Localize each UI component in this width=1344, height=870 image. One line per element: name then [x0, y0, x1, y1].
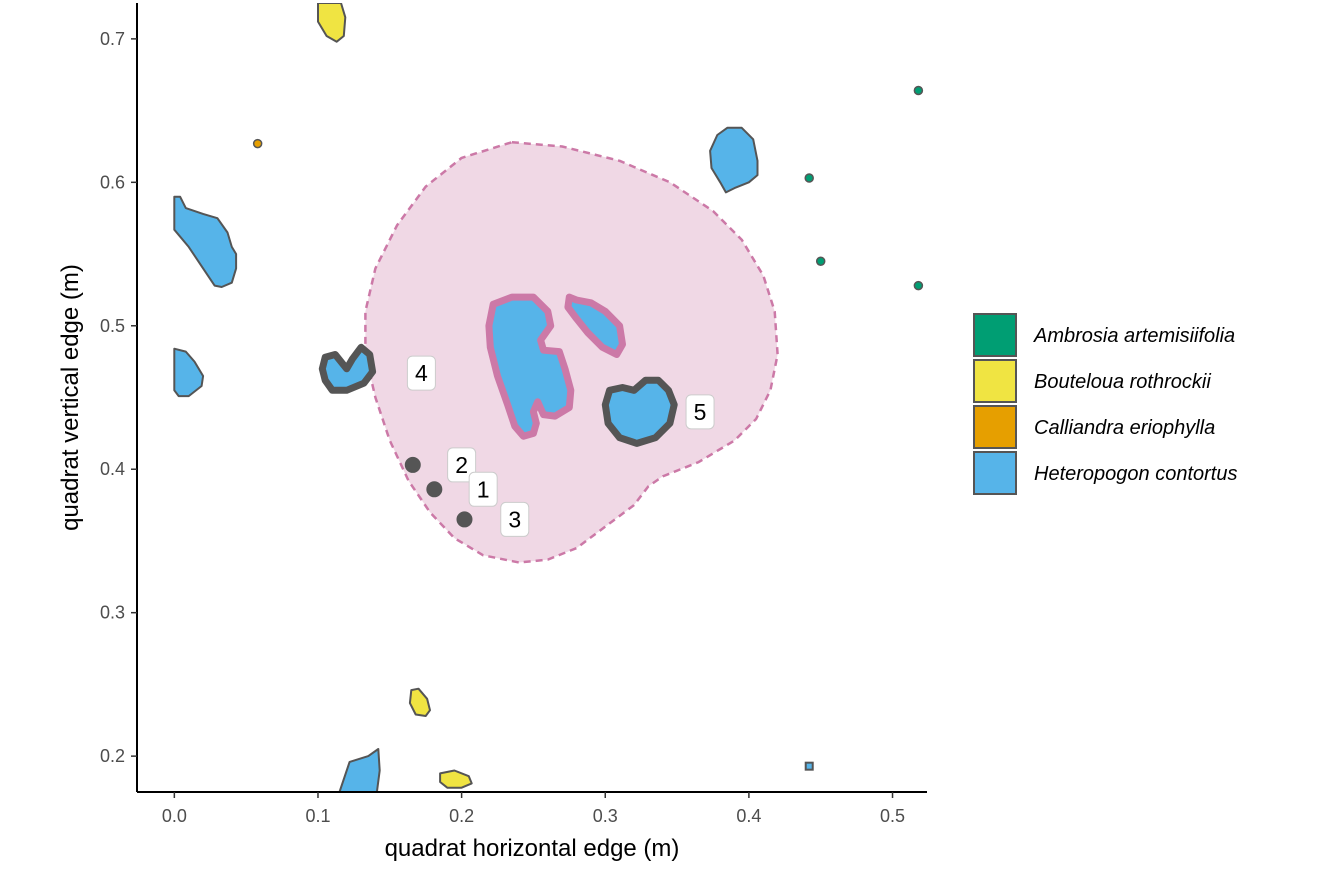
x-tick-label-2: 0.2 — [449, 806, 474, 826]
x-tick-label-4: 0.4 — [736, 806, 761, 826]
x-tick-label-1: 0.1 — [305, 806, 330, 826]
point-label-text-4: 4 — [415, 360, 428, 386]
point-label-text-1: 1 — [477, 476, 490, 502]
x-tick-label-0: 0.0 — [162, 806, 187, 826]
plant-points-layer — [252, 85, 924, 771]
point-label-box-5 — [685, 394, 715, 430]
y-tick-label-5: 0.7 — [100, 29, 125, 49]
legend-key-1 — [973, 313, 1017, 357]
plant-point-5 — [252, 138, 263, 149]
point-label-box-3 — [500, 501, 530, 537]
plant-polygon-6 — [173, 347, 205, 398]
point-label-5: 5 — [685, 394, 715, 430]
legend-key-2 — [973, 359, 1017, 403]
plant-polygon-7 — [709, 126, 759, 194]
y-tick-label-3: 0.5 — [100, 316, 125, 336]
plant-point-2 — [804, 173, 814, 183]
selected-point-1 — [404, 456, 421, 473]
selected-point-3 — [456, 511, 473, 528]
x-axis-title: quadrat horizontal edge (m) — [385, 835, 680, 862]
x-tick-label-3: 0.3 — [593, 806, 618, 826]
point-label-text-5: 5 — [694, 399, 707, 425]
x-tick-label-5: 0.5 — [880, 806, 905, 826]
legend-key-4 — [973, 451, 1017, 495]
y-axis-title: quadrat vertical edge (m) — [57, 264, 84, 531]
plant-polygon-8 — [338, 748, 381, 792]
y-tick-label-0: 0.2 — [100, 746, 125, 766]
legend: Ambrosia artemisiifolia Bouteloua rothroc… — [973, 313, 1237, 495]
plant-point-4 — [913, 280, 924, 291]
point-label-box-4 — [406, 355, 436, 391]
plant-polygons-layer — [173, 3, 759, 792]
plant-polygon-2 — [564, 293, 626, 358]
y-tick-label-1: 0.3 — [100, 603, 125, 623]
point-label-1: 1 — [468, 471, 498, 507]
plant-polygon-4 — [318, 343, 377, 394]
plant-polygon-1 — [485, 293, 575, 440]
neighborhood-zone — [364, 140, 779, 564]
y-tick-label-2: 0.4 — [100, 459, 125, 479]
plant-polygon-5 — [173, 195, 238, 288]
plant-point-1 — [913, 85, 924, 96]
plant-polygon-9 — [317, 3, 347, 43]
point-label-3: 3 — [500, 501, 530, 537]
point-label-4: 4 — [406, 355, 436, 391]
point-labels-layer: 4 213 5 — [406, 355, 715, 537]
neighborhood-zone-layer — [364, 140, 779, 564]
axes-layer: 0.0 0.1 0.2 0.3 0.4 0.5 0.2 0.3 0.4 0.5 0.6 0.7 — [100, 3, 927, 826]
selected-point-2 — [426, 481, 443, 498]
legend-label-4: Heteropogon contortus — [1034, 463, 1237, 485]
plant-point-3 — [815, 256, 826, 266]
point-label-text-3: 3 — [508, 506, 521, 532]
plant-point-6 — [804, 761, 814, 771]
point-label-2: 2 — [447, 447, 477, 483]
point-label-box-2 — [447, 447, 477, 483]
legend-label-1: Ambrosia artemisiifolia — [1033, 325, 1235, 347]
plant-polygon-10 — [408, 687, 431, 717]
legend-label-3: Calliandra eriophylla — [1034, 417, 1215, 439]
point-label-text-2: 2 — [455, 452, 468, 478]
plant-polygon-11 — [439, 769, 473, 789]
legend-key-3 — [973, 405, 1017, 449]
point-label-box-1 — [468, 471, 498, 507]
plant-polygon-3 — [601, 376, 678, 447]
legend-label-2: Bouteloua rothrockii — [1034, 371, 1211, 393]
y-tick-label-4: 0.6 — [100, 172, 125, 192]
